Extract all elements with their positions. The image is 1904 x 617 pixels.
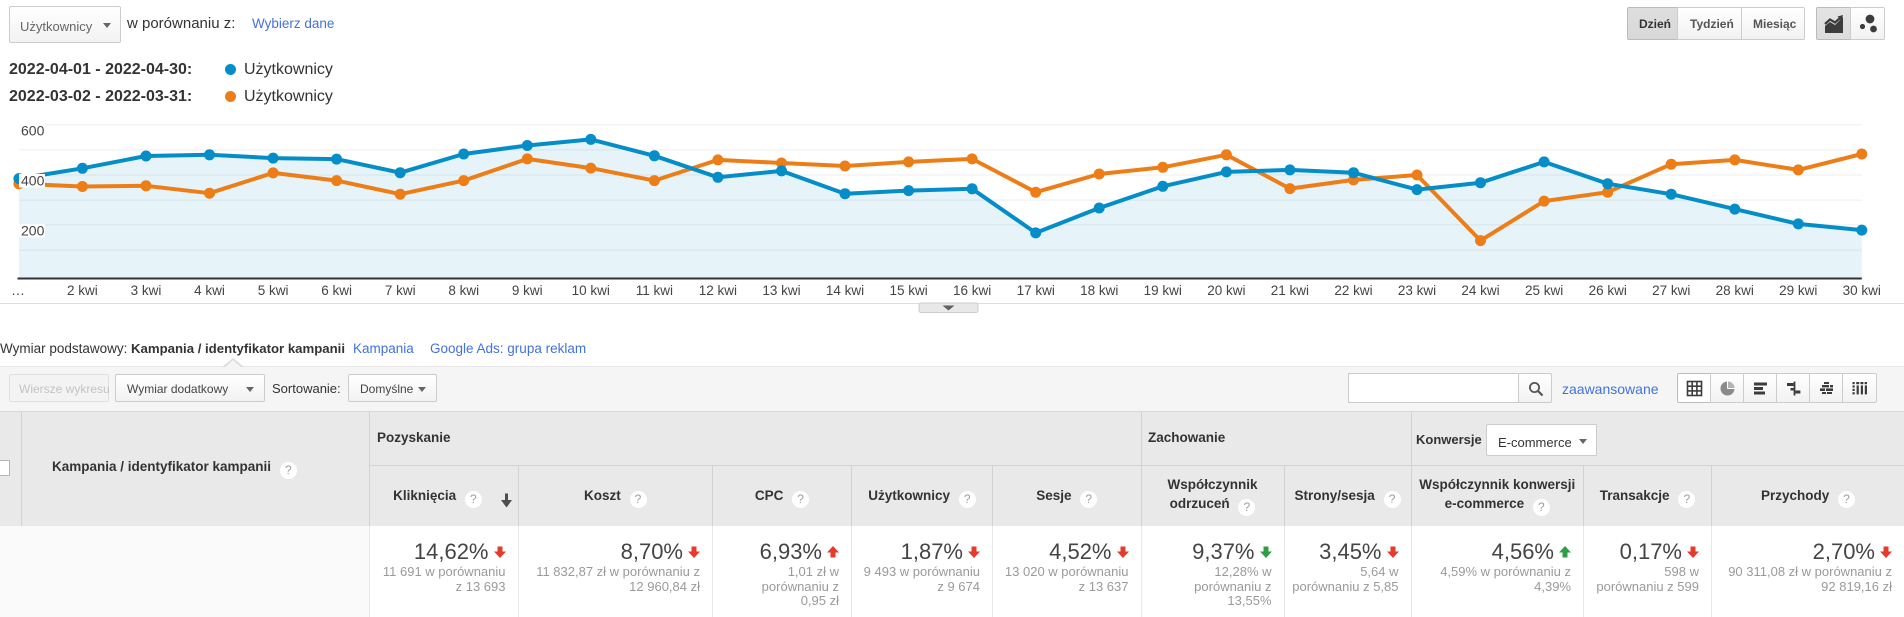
svg-text:2 kwi: 2 kwi: [67, 283, 98, 298]
svg-text:16 kwi: 16 kwi: [953, 283, 991, 298]
svg-text:11 kwi: 11 kwi: [636, 283, 673, 298]
svg-text:23 kwi: 23 kwi: [1398, 283, 1436, 298]
svg-text:22 kwi: 22 kwi: [1334, 283, 1372, 298]
svg-text:19 kwi: 19 kwi: [1144, 283, 1182, 298]
svg-text:12 kwi: 12 kwi: [699, 283, 737, 298]
svg-text:400: 400: [21, 173, 45, 189]
svg-text:20 kwi: 20 kwi: [1207, 283, 1245, 298]
svg-text:4 kwi: 4 kwi: [194, 283, 225, 298]
svg-text:25 kwi: 25 kwi: [1525, 283, 1563, 298]
svg-text:14 kwi: 14 kwi: [826, 283, 864, 298]
svg-text:5 kwi: 5 kwi: [258, 283, 289, 298]
svg-text:30 kwi: 30 kwi: [1843, 283, 1881, 298]
svg-text:29 kwi: 29 kwi: [1779, 283, 1817, 298]
svg-text:9 kwi: 9 kwi: [512, 283, 543, 298]
svg-text:18 kwi: 18 kwi: [1080, 283, 1118, 298]
svg-text:21 kwi: 21 kwi: [1271, 283, 1309, 298]
svg-text:28 kwi: 28 kwi: [1716, 283, 1754, 298]
svg-text:6 kwi: 6 kwi: [321, 283, 352, 298]
svg-text:200: 200: [21, 222, 45, 238]
svg-text:15 kwi: 15 kwi: [889, 283, 927, 298]
svg-text:26 kwi: 26 kwi: [1589, 283, 1627, 298]
svg-text:…: …: [11, 282, 25, 298]
svg-text:3 kwi: 3 kwi: [131, 283, 162, 298]
svg-text:17 kwi: 17 kwi: [1017, 283, 1055, 298]
svg-text:27 kwi: 27 kwi: [1652, 283, 1690, 298]
svg-text:600: 600: [21, 122, 45, 138]
svg-text:24 kwi: 24 kwi: [1461, 283, 1499, 298]
svg-text:13 kwi: 13 kwi: [762, 283, 800, 298]
svg-text:10 kwi: 10 kwi: [572, 283, 610, 298]
svg-text:8 kwi: 8 kwi: [448, 283, 479, 298]
svg-text:7 kwi: 7 kwi: [385, 283, 416, 298]
